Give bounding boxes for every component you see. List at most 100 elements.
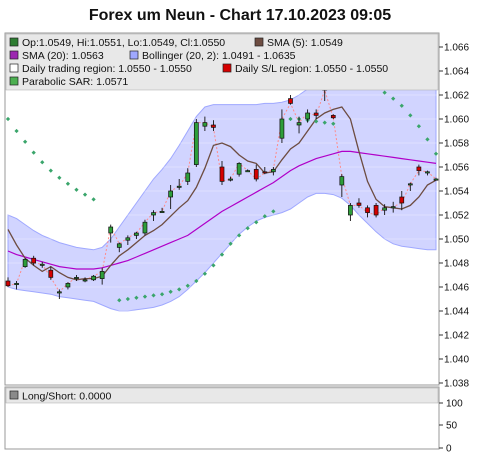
candle	[125, 235, 131, 245]
candle-body	[433, 178, 439, 181]
candle-body	[142, 221, 148, 234]
candle	[271, 167, 276, 176]
candle-body	[176, 185, 182, 188]
candle	[57, 289, 62, 299]
sar-point	[159, 292, 165, 297]
sar-point	[82, 192, 88, 197]
candle	[407, 182, 413, 191]
price-tick-label: 1.048	[444, 259, 469, 270]
long-short-swatch	[9, 390, 19, 400]
candle	[5, 277, 11, 287]
sar-point	[65, 181, 71, 186]
sar-point	[202, 271, 208, 276]
candle-body	[245, 170, 251, 173]
candle-body	[296, 122, 302, 126]
candle-body	[219, 166, 225, 182]
sar-point	[425, 137, 430, 142]
candle-body	[373, 205, 379, 216]
price-tick-label: 1.052	[444, 211, 469, 222]
candle-body	[99, 271, 105, 279]
sar-point	[194, 278, 199, 284]
candle	[373, 203, 379, 218]
sar-point	[40, 160, 45, 165]
candle-body	[399, 196, 405, 204]
sar-point	[245, 226, 250, 231]
sar-point	[134, 295, 139, 300]
candle-body	[330, 115, 336, 119]
sar-point	[185, 283, 190, 288]
legend-swatch	[254, 37, 264, 47]
candle-body	[253, 169, 259, 180]
long-short-legend-box	[5, 387, 439, 404]
candle	[22, 258, 28, 268]
candle-body	[116, 243, 122, 248]
candle	[99, 267, 105, 285]
sar-point	[151, 293, 156, 298]
candle-body	[425, 171, 430, 174]
sma5-line	[7, 106, 437, 281]
price-tick-label: 1.062	[444, 91, 469, 102]
candle	[313, 109, 319, 119]
candle-body	[211, 124, 216, 128]
candle	[296, 116, 302, 134]
sar-point	[254, 220, 259, 225]
legend-label: Parabolic SAR: 1.0571	[22, 76, 128, 88]
candle	[211, 120, 216, 131]
candle	[82, 277, 88, 283]
candle	[339, 174, 345, 197]
long-short-tick-label: 50	[446, 421, 458, 432]
candle	[279, 109, 285, 143]
candle	[433, 177, 439, 181]
candle-body	[168, 190, 173, 198]
sar-point	[142, 294, 148, 299]
sar-point	[57, 175, 62, 180]
sar-point	[236, 233, 242, 238]
candle	[365, 205, 370, 218]
price-tick-label: 1.046	[444, 283, 469, 294]
sar-point	[91, 197, 96, 202]
legend-swatch	[9, 37, 19, 47]
sar-point	[262, 214, 267, 219]
candle	[48, 266, 54, 280]
price-tick-label: 1.054	[444, 187, 469, 198]
legend-box	[5, 33, 439, 91]
long-short-tick-label: 100	[446, 399, 463, 410]
candle	[416, 164, 422, 176]
candle	[151, 210, 156, 221]
candle-body	[159, 211, 165, 213]
candle	[399, 191, 405, 211]
sar-point	[48, 168, 53, 173]
candle	[262, 167, 268, 175]
price-tick-label: 1.050	[444, 235, 469, 246]
candle	[288, 95, 293, 105]
legend-swatch	[9, 76, 19, 86]
legend-swatch	[129, 50, 139, 60]
candle	[390, 201, 396, 213]
price-tick-label: 1.056	[444, 163, 469, 174]
candle	[245, 169, 251, 173]
candle-body	[202, 122, 208, 127]
candle	[348, 203, 353, 221]
price-axis: 1.066 1.064 1.062 1.060 1.058 1.056 1.054 1.052…	[439, 43, 469, 390]
bollinger-band	[7, 69, 437, 312]
candle-body	[151, 212, 156, 216]
candle	[159, 207, 165, 213]
legend-swatch	[9, 50, 19, 60]
candle-body	[313, 112, 319, 116]
price-tick-label: 1.058	[444, 139, 469, 150]
candle-body	[91, 275, 96, 281]
candle-body	[65, 283, 71, 288]
sar-point	[271, 209, 276, 214]
candle	[176, 179, 182, 190]
sar-point	[211, 263, 216, 268]
sar-point	[168, 289, 173, 294]
candle	[31, 255, 37, 266]
candle-body	[125, 237, 131, 241]
candle-body	[348, 205, 353, 216]
close-line	[7, 88, 437, 293]
legend-label: Daily trading region: 1.0550 - 1.0550	[22, 63, 192, 75]
candle	[236, 162, 242, 177]
candle	[168, 185, 173, 209]
